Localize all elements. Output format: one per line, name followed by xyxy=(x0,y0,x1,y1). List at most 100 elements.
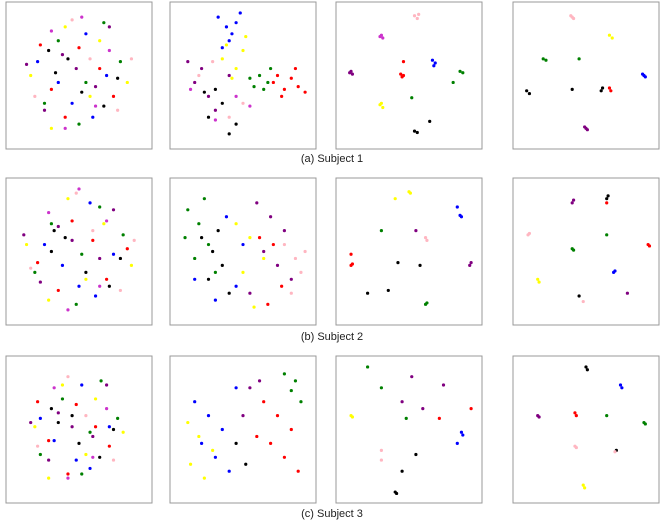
point xyxy=(38,452,42,457)
point xyxy=(577,294,581,298)
panel-frame xyxy=(169,177,317,326)
point xyxy=(525,89,529,93)
point xyxy=(412,14,417,18)
point xyxy=(56,80,60,85)
point xyxy=(289,291,293,295)
point xyxy=(234,386,238,390)
point xyxy=(74,302,78,306)
point xyxy=(255,434,259,439)
point xyxy=(111,427,116,432)
point xyxy=(66,472,70,476)
point xyxy=(52,229,56,233)
point xyxy=(36,261,40,265)
point xyxy=(414,229,418,233)
point xyxy=(224,25,229,29)
point xyxy=(241,270,245,274)
panel-frame xyxy=(169,355,317,504)
point xyxy=(193,256,197,261)
point xyxy=(38,280,42,284)
point xyxy=(197,222,201,226)
point xyxy=(386,288,390,293)
panel-frame xyxy=(512,1,660,150)
point xyxy=(91,434,95,439)
point xyxy=(42,108,47,112)
point xyxy=(70,18,74,22)
point xyxy=(366,291,370,295)
point xyxy=(116,76,120,80)
point xyxy=(206,242,211,247)
point xyxy=(53,71,58,75)
point xyxy=(125,80,129,85)
point xyxy=(98,455,102,459)
point xyxy=(29,73,33,78)
point xyxy=(29,266,33,270)
point xyxy=(202,476,206,480)
point xyxy=(60,263,65,267)
point xyxy=(49,407,54,411)
point xyxy=(105,407,109,411)
point xyxy=(227,291,231,295)
point xyxy=(22,233,26,237)
point xyxy=(56,411,60,415)
point xyxy=(60,397,65,401)
point xyxy=(379,229,383,233)
point xyxy=(129,263,134,267)
point xyxy=(66,197,70,201)
point xyxy=(299,400,303,404)
point xyxy=(186,60,190,64)
point xyxy=(91,455,95,459)
point xyxy=(241,101,245,105)
point xyxy=(252,85,256,89)
point xyxy=(24,242,29,247)
point xyxy=(451,80,455,85)
point xyxy=(410,375,414,379)
point xyxy=(230,32,234,36)
point xyxy=(66,57,70,61)
point xyxy=(70,414,74,418)
point xyxy=(574,445,578,450)
point xyxy=(197,434,201,439)
point xyxy=(42,242,47,247)
point xyxy=(70,425,74,429)
point xyxy=(605,414,609,418)
point xyxy=(188,87,193,91)
point xyxy=(266,302,270,306)
point xyxy=(584,365,588,369)
point xyxy=(399,72,403,76)
point xyxy=(93,104,98,108)
point xyxy=(47,210,51,215)
point xyxy=(84,32,88,36)
point xyxy=(102,222,106,226)
point xyxy=(647,244,652,248)
point xyxy=(393,197,397,201)
point xyxy=(111,94,116,98)
point xyxy=(642,73,646,78)
point xyxy=(432,64,436,68)
point xyxy=(262,400,266,404)
point xyxy=(200,66,204,71)
point xyxy=(458,69,462,73)
point xyxy=(38,43,42,47)
point xyxy=(571,198,576,202)
point xyxy=(93,85,98,89)
point xyxy=(248,104,252,108)
point xyxy=(400,400,404,404)
point xyxy=(275,263,280,267)
point xyxy=(570,87,574,91)
point xyxy=(441,383,446,387)
point xyxy=(49,249,54,254)
point xyxy=(116,108,120,112)
point xyxy=(183,236,187,240)
point xyxy=(282,229,286,233)
point xyxy=(80,252,84,256)
point xyxy=(63,115,67,119)
point xyxy=(381,105,385,110)
point xyxy=(216,229,220,233)
point xyxy=(206,414,211,418)
point xyxy=(379,33,383,37)
point xyxy=(200,441,204,445)
point xyxy=(581,299,585,304)
point xyxy=(220,57,224,61)
point xyxy=(379,101,383,105)
point xyxy=(266,80,270,85)
